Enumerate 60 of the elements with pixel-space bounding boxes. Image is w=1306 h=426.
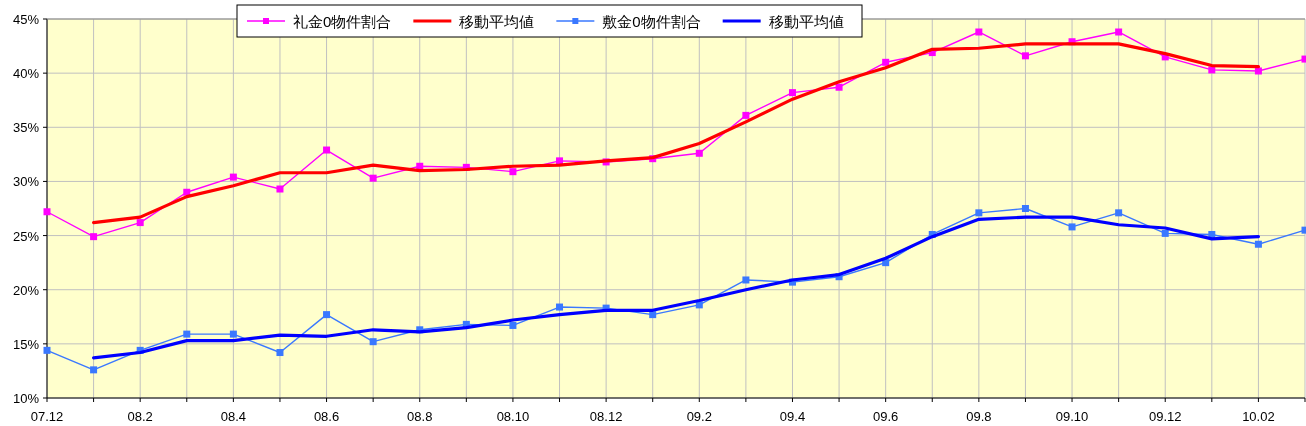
point: [975, 28, 983, 36]
y-tick-label: 25%: [12, 228, 40, 244]
x-tick-label: 09.8: [966, 409, 992, 424]
legend-label: 礼金0物件割合: [293, 13, 392, 30]
point: [229, 173, 237, 181]
point: [742, 276, 750, 284]
y-tick-label: 30%: [12, 174, 40, 190]
point: [788, 89, 796, 97]
point: [1021, 52, 1029, 60]
x-tick-label: 08.2: [127, 409, 153, 424]
line-series: [91, 215, 1261, 360]
point: [229, 330, 237, 338]
x-tick-label: 08.6: [313, 409, 340, 424]
point: [183, 330, 191, 338]
point: [90, 366, 98, 374]
x-tick-label: 08.10: [496, 409, 530, 424]
y-tick-label: 45%: [12, 12, 40, 27]
point: [43, 346, 51, 354]
x-tick-label: 09.2: [686, 409, 712, 424]
legend-label: 移動平均値: [459, 13, 535, 30]
x-tick-label: 10.02: [1242, 409, 1275, 424]
point: [276, 349, 284, 357]
point: [136, 219, 144, 227]
point: [509, 321, 517, 329]
point: [1068, 223, 1076, 231]
point: [1115, 28, 1123, 36]
point: [556, 303, 564, 311]
point: [695, 149, 703, 157]
point: [835, 83, 843, 91]
x-tick-label: 09.4: [779, 409, 806, 424]
x-tick-label: 09.10: [1055, 409, 1089, 424]
x-tick-label: 08.12: [589, 409, 623, 424]
point: [975, 209, 983, 217]
point: [1115, 209, 1123, 217]
x-tick-label: 08.4: [220, 409, 247, 424]
point: [1161, 229, 1169, 237]
x-tick-label: 08.8: [407, 409, 433, 424]
y-tick-label: 20%: [12, 282, 40, 298]
x-tick-label: 09.12: [1148, 409, 1182, 424]
y-tick-label: 15%: [12, 336, 40, 352]
point: [369, 174, 377, 182]
point: [323, 311, 331, 319]
point: [742, 111, 750, 119]
point: [276, 185, 284, 193]
point: [323, 146, 331, 154]
y-tick-label: 40%: [12, 66, 40, 82]
point: [882, 58, 890, 66]
point: [1021, 205, 1029, 212]
y-tick-label: 35%: [12, 120, 40, 136]
point: [43, 208, 51, 216]
point: [556, 157, 564, 165]
point: [509, 168, 517, 176]
point: [1254, 240, 1262, 248]
point: [90, 233, 98, 241]
x-tick-label: 09.6: [873, 409, 899, 424]
legend-label: 敷金0物件割合: [602, 13, 701, 30]
legend-label: 移動平均値: [768, 13, 844, 30]
y-tick-label: 10%: [12, 391, 40, 406]
x-tick-label: 07.12: [30, 409, 64, 424]
point: [369, 338, 377, 346]
